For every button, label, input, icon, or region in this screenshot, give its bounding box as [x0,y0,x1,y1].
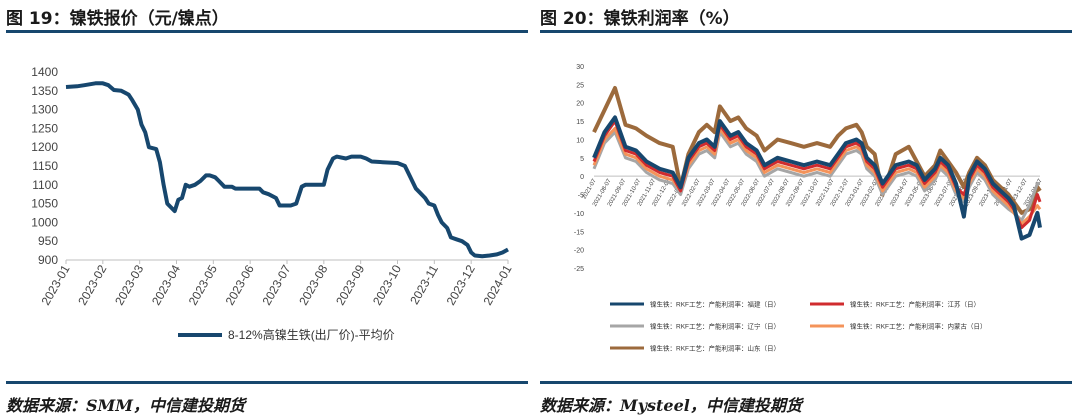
y-tick-label: 20 [576,101,584,108]
x-tick-label: 2023-01 [38,262,72,307]
y-tick-label: 1150 [32,159,58,173]
x-tick-label: 2023-12 [444,262,478,307]
y-tick-label: 1200 [31,140,58,154]
y-tick-label: 10 [576,137,584,144]
y-tick-label: 1100 [32,178,58,192]
x-tick-label: 2023-05 [186,262,220,307]
x-tick-label: 2023-07 [259,262,293,307]
y-tick-label: 950 [38,234,58,248]
y-tick-label: 30 [576,64,584,71]
right-source-note: 数据来源：Mysteel，中信建投期货 [540,396,802,415]
y-tick-label: 15 [576,119,584,126]
right-chart-title: 图 20：镍铁利润率（%） [540,9,740,29]
x-tick-label: 2023-09 [333,262,367,307]
left-title-rule [6,30,528,33]
x-tick-label: 2023-11 [407,262,441,307]
right-chart: 302520151050-5-10-15-20-252021-072021-08… [574,64,1044,353]
series-line [592,119,1042,230]
legend-label: 镍生铁：RKF工艺：产能利润率：江苏（日） [850,300,980,309]
legend-label: 镍生铁：RKF工艺：产能利润率：山东（日） [650,344,780,353]
y-tick-label: 1300 [31,103,58,117]
y-tick-label: 1350 [31,84,58,98]
x-tick-label: 2023-02 [75,262,109,307]
y-tick-label: 1400 [31,65,58,79]
legend-label: 镍生铁：RKF工艺：产能利润率：内蒙古（日） [850,322,987,331]
y-tick-label: 1250 [31,121,58,135]
y-tick-label: -5 [578,193,584,200]
x-tick-label: 2023-06 [223,262,257,307]
x-tick-label: 2023-03 [112,262,146,307]
y-tick-label: -20 [574,248,584,255]
y-tick-label: 5 [580,156,584,163]
y-tick-label: -15 [574,229,584,236]
y-tick-label: 1000 [31,215,58,229]
right-source-rule [540,381,1072,384]
legend-label: 镍生铁：RKF工艺：产能利润率：福建（日） [650,300,780,309]
series-line [65,81,509,259]
series-line [592,115,1042,241]
y-tick-label: 0 [580,174,584,181]
y-tick-label: 900 [38,253,58,267]
legend-label: 8-12%高镍生铁(出厂价)-平均价 [228,327,395,342]
legend-label: 镍生铁：RKF工艺：产能利润率：辽宁（日） [650,322,780,331]
left-chart-title: 图 19：镍铁报价（元/镍点） [6,9,229,29]
x-tick-label: 2024-01 [480,262,514,307]
y-tick-label: -10 [574,211,584,218]
left-chart: 1400 1350 1300 1250 1200 1150 1100 1050 1000 950 9… [31,65,514,342]
right-title-rule [540,30,1072,33]
y-tick-label: 1050 [31,197,58,211]
x-tick-label: 2023-10 [370,262,404,307]
left-source-note: 数据来源：SMM，中信建投期货 [6,396,245,415]
y-tick-label: -25 [574,266,584,273]
left-source-rule [6,381,528,384]
x-tick-label: 2023-04 [149,262,183,307]
x-tick-label: 2023-08 [296,262,330,307]
y-tick-label: 25 [576,82,584,89]
